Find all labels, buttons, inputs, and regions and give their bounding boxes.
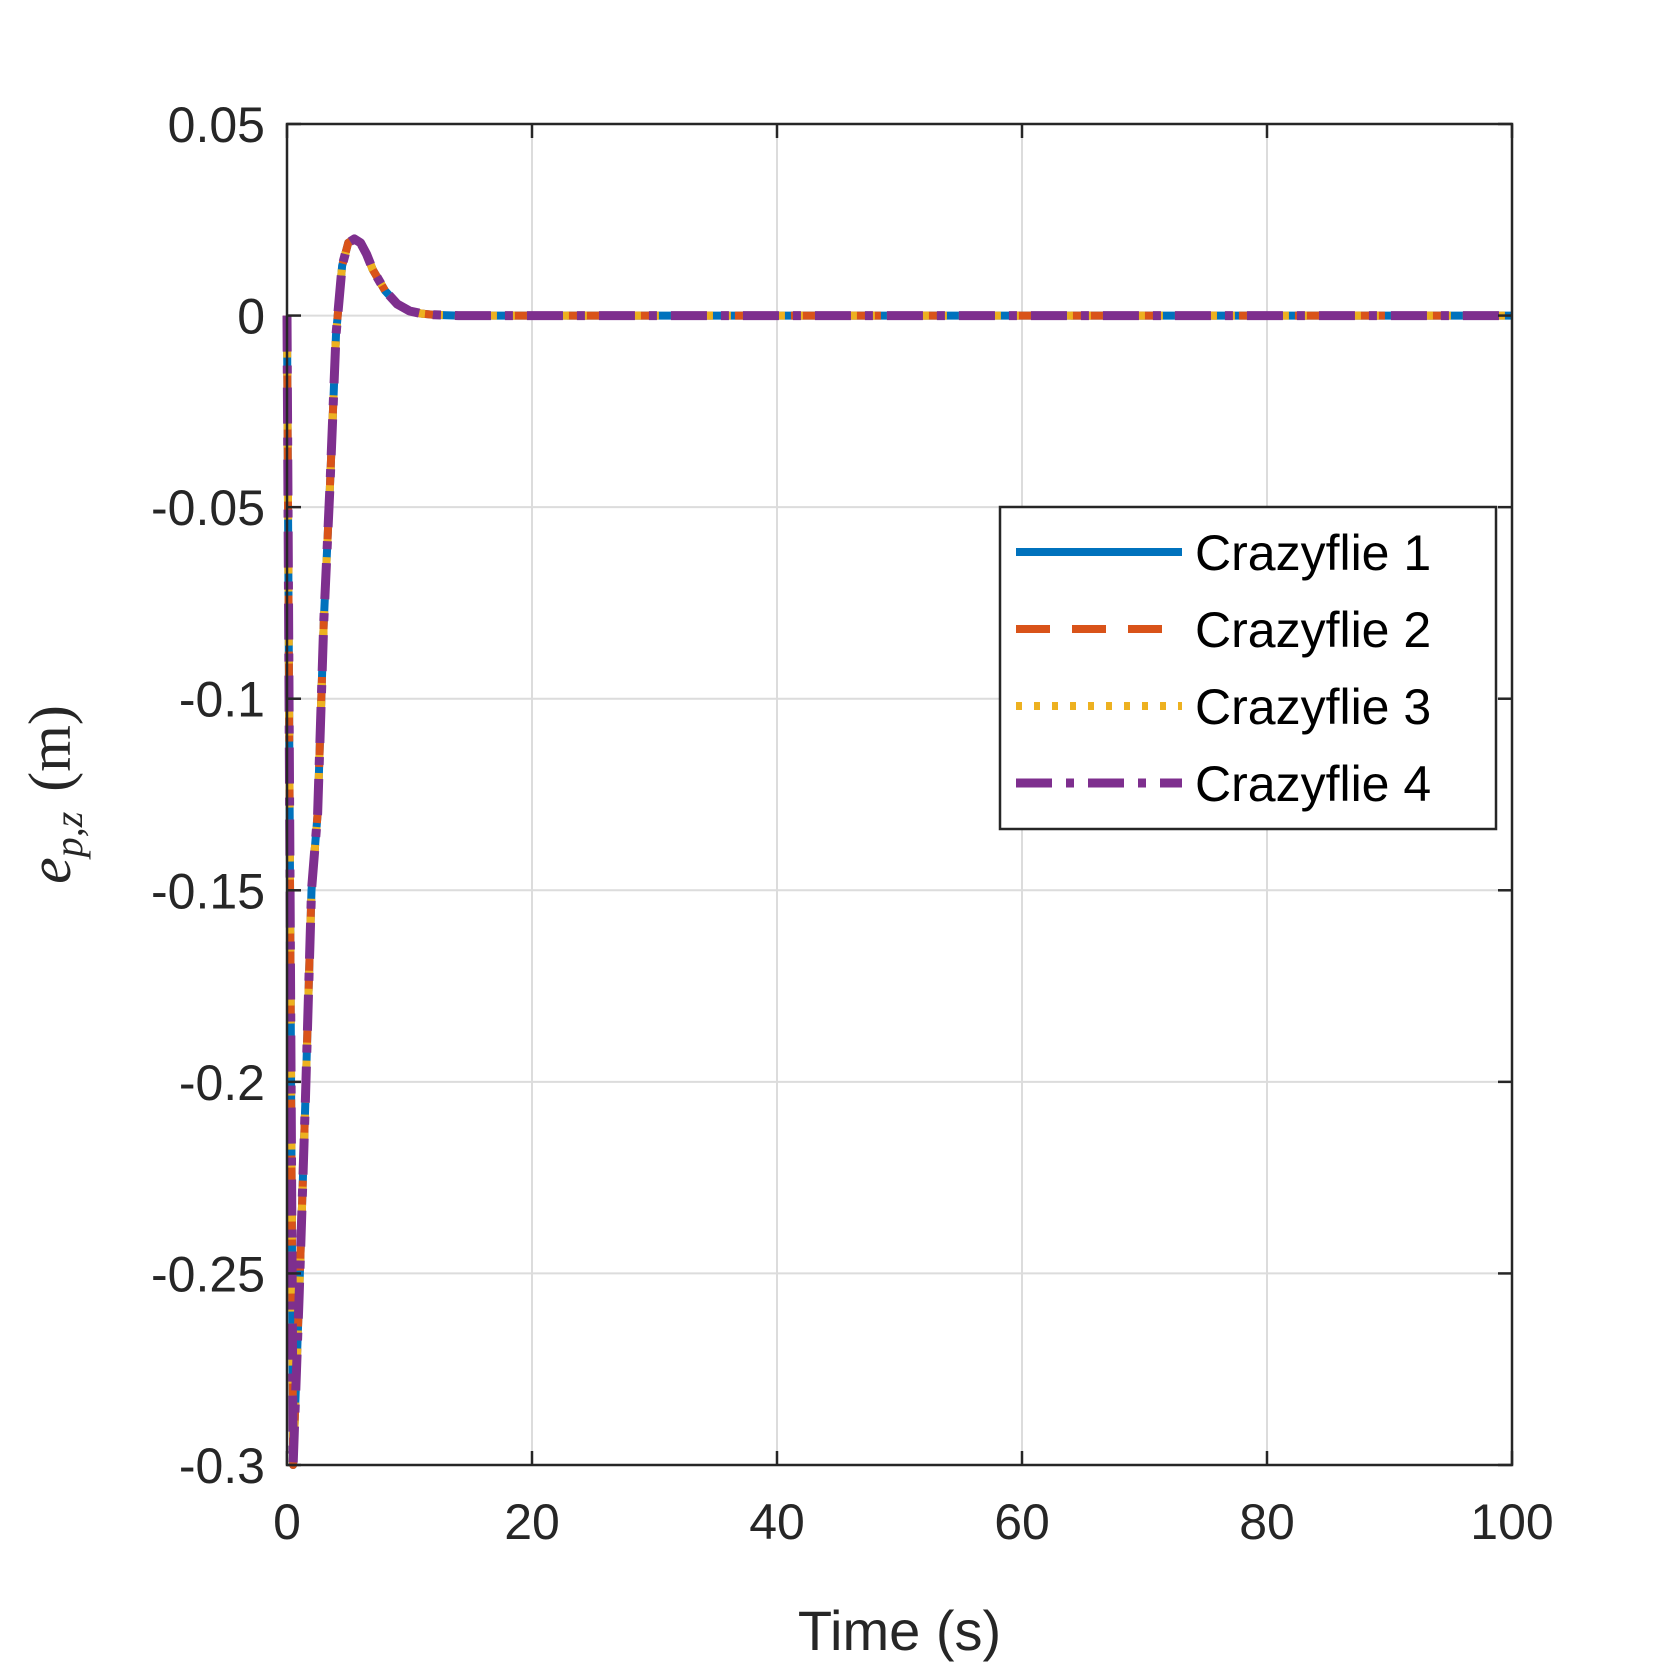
legend-label-2: Crazyflie 2	[1195, 602, 1431, 658]
x-tick-label: 40	[749, 1494, 805, 1550]
legend-label-1: Crazyflie 1	[1195, 525, 1431, 581]
y-axis-label-subscript: p,z	[46, 811, 91, 860]
x-tick-label: 80	[1239, 1494, 1295, 1550]
series-line-3	[283, 234, 1512, 1469]
x-tick-label: 60	[994, 1494, 1050, 1550]
y-axis-label: ep,z (m)	[17, 705, 91, 884]
y-tick-label: -0.3	[179, 1438, 265, 1494]
x-tick-label: 100	[1470, 1494, 1553, 1550]
legend-label-4: Crazyflie 4	[1195, 756, 1431, 812]
series-line-1	[283, 234, 1512, 1469]
y-tick-label: -0.2	[179, 1055, 265, 1111]
x-tick-label: 0	[273, 1494, 301, 1550]
y-tick-label: 0.05	[168, 97, 265, 153]
y-tick-label: -0.25	[151, 1246, 265, 1302]
series-line-4	[282, 234, 1512, 1470]
y-tick-label: -0.1	[179, 672, 265, 728]
y-axis-label-symbol: e	[17, 857, 83, 884]
legend: Crazyflie 1 Crazyflie 2 Crazyflie 3 Crazyfl…	[998, 505, 1498, 831]
y-tick-labels: 0.05 0 -0.05 -0.1 -0.15 -0.2 -0.25 -0.3	[151, 97, 265, 1494]
legend-label-3: Crazyflie 3	[1195, 679, 1431, 735]
series-line-2	[283, 234, 1512, 1469]
y-tick-label: 0	[237, 289, 265, 345]
x-tick-label: 20	[504, 1494, 560, 1550]
axis-ticks	[285, 122, 1514, 1467]
y-tick-label: -0.15	[151, 863, 265, 919]
x-axis-label: Time (s)	[798, 1599, 1001, 1662]
series-lines	[282, 234, 1512, 1470]
legend-box	[998, 505, 1498, 831]
y-tick-label: -0.05	[151, 480, 265, 536]
plot-frame	[285, 122, 1514, 1467]
svg-text:ep,z(m): ep,z (m)	[17, 705, 91, 884]
y-axis-label-unit: (m)	[17, 705, 83, 792]
x-tick-labels: 0 20 40 60 80 100	[273, 1494, 1554, 1550]
